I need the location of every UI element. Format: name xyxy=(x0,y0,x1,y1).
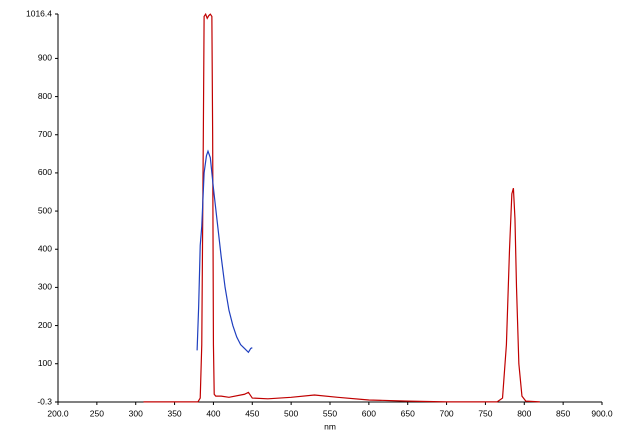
x-tick-label: 550 xyxy=(323,408,337,418)
x-tick-label: 200.0 xyxy=(47,408,69,418)
x-tick-label: 800 xyxy=(517,408,531,418)
y-tick-label: 700 xyxy=(38,129,52,139)
y-tick-label: -0.3 xyxy=(37,396,52,406)
x-tick-label: 300 xyxy=(129,408,143,418)
x-tick-label: 750 xyxy=(478,408,492,418)
x-axis-label: nm xyxy=(324,421,336,431)
x-tick-label: 650 xyxy=(401,408,415,418)
x-tick-label: 850 xyxy=(556,408,570,418)
y-tick-label: 800 xyxy=(38,91,52,101)
x-tick-label: 600 xyxy=(362,408,376,418)
y-tick-label: 400 xyxy=(38,243,52,253)
line-series xyxy=(196,149,253,354)
x-tick-label: 350 xyxy=(167,408,181,418)
line-series xyxy=(143,12,540,403)
x-tick-label: 450 xyxy=(245,408,259,418)
x-tick-label: 500 xyxy=(284,408,298,418)
y-tick-label: 300 xyxy=(38,282,52,292)
y-tick-label: 500 xyxy=(38,205,52,215)
y-tick-label: 100 xyxy=(38,358,52,368)
x-tick-label: 700 xyxy=(439,408,453,418)
x-tick-label: 250 xyxy=(90,408,104,418)
y-tick-label: 1016.4 xyxy=(26,8,52,18)
y-tick-label: 900 xyxy=(38,53,52,63)
x-tick-label: 400 xyxy=(206,408,220,418)
y-tick-label: 600 xyxy=(38,167,52,177)
x-tick-label: 900.0 xyxy=(591,408,613,418)
y-tick-label: 200 xyxy=(38,320,52,330)
